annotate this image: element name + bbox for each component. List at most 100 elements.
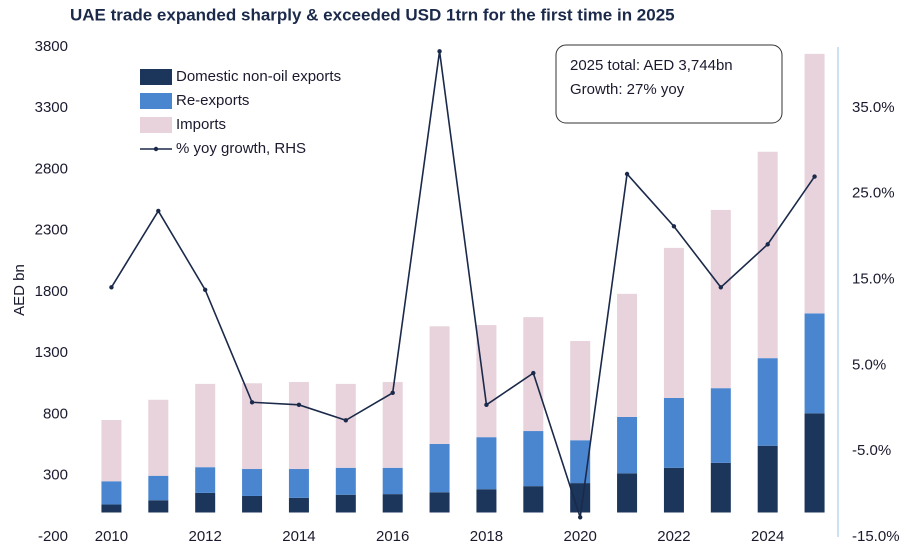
- bar-segment: [288, 469, 309, 498]
- growth-point: [718, 285, 724, 290]
- bar-segment: [476, 437, 497, 490]
- x-tick-label: 2016: [376, 528, 409, 545]
- bar-segment: [757, 358, 778, 446]
- bar-segment: [335, 383, 356, 468]
- bar-segment: [382, 467, 403, 495]
- bar-segment: [617, 473, 638, 513]
- x-tick-label: 2012: [189, 528, 222, 545]
- x-tick-label: 2018: [470, 528, 503, 545]
- y2-tick-label: 15.0%: [852, 271, 895, 288]
- bar-segment: [429, 492, 450, 513]
- growth-point: [577, 515, 583, 520]
- annotation-box: [555, 44, 783, 124]
- growth-point: [765, 242, 770, 247]
- bar-segment: [757, 151, 778, 359]
- growth-point: [109, 285, 114, 290]
- y2-tick-label: 25.0%: [852, 185, 895, 202]
- x-tick-label: 2022: [657, 528, 690, 545]
- bar-segment: [429, 326, 450, 444]
- bar-segment: [101, 504, 122, 513]
- legend-swatch: [140, 117, 172, 133]
- y-tick-label: -200: [38, 528, 68, 545]
- legend-label: Imports: [176, 116, 226, 133]
- bar-segment: [195, 383, 216, 468]
- growth-point: [437, 49, 442, 54]
- bar-segment: [148, 475, 169, 501]
- x-tick-label: 2024: [751, 528, 784, 545]
- bar-segment: [570, 483, 591, 513]
- bar-segment: [757, 445, 778, 513]
- bar-segment: [195, 467, 216, 493]
- bar-segment: [476, 489, 497, 513]
- bar-segment: [570, 341, 591, 441]
- legend-label: Domestic non-oil exports: [176, 68, 341, 85]
- bar-segment: [429, 443, 450, 493]
- bar-segment: [288, 382, 309, 470]
- bar-segment: [804, 313, 825, 414]
- bar-segment: [148, 500, 169, 513]
- bar-segment: [523, 486, 544, 513]
- x-tick-label: 2010: [95, 528, 128, 545]
- bar-segment: [476, 325, 497, 438]
- y2-tick-label: 5.0%: [852, 356, 886, 373]
- growth-point: [343, 418, 349, 423]
- growth-point: [249, 400, 255, 405]
- y-tick-label: 1800: [35, 283, 68, 300]
- growth-point: [812, 174, 817, 179]
- bar-segment: [617, 293, 638, 417]
- x-tick-label: 2020: [564, 528, 597, 545]
- bar-segment: [148, 399, 169, 476]
- y-tick-label: 3800: [35, 38, 68, 55]
- y-tick-label: 800: [43, 405, 68, 422]
- bar-segment: [335, 467, 356, 495]
- legend-swatch: [140, 69, 172, 85]
- growth-line: [110, 51, 816, 518]
- bar-segment: [242, 383, 263, 470]
- bar-segment: [101, 481, 122, 505]
- y2-tick-label: -15.0%: [852, 528, 900, 545]
- growth-point: [624, 171, 630, 177]
- annotation-text: Growth: 27% yoy: [570, 81, 685, 98]
- bar-segment: [195, 492, 216, 513]
- growth-point: [296, 402, 302, 408]
- bar-segment: [523, 431, 544, 487]
- chart-title: UAE trade expanded sharply & exceeded US…: [70, 5, 675, 24]
- bar-segment: [288, 497, 309, 513]
- legend-label: % yoy growth, RHS: [176, 140, 306, 157]
- y-tick-label: 2800: [35, 160, 68, 177]
- bar-segment: [242, 469, 263, 496]
- bar-segment: [710, 209, 731, 389]
- bar-segment: [804, 53, 825, 314]
- growth-point: [484, 402, 489, 408]
- bar-segment: [663, 247, 684, 398]
- bar-segment: [617, 416, 638, 474]
- growth-point: [156, 208, 161, 214]
- bar-segment: [663, 467, 684, 513]
- bar-segment: [710, 462, 731, 513]
- bar-segment: [663, 397, 684, 468]
- bar-segment: [101, 420, 122, 482]
- bar-segment: [382, 382, 403, 468]
- bar-segment: [710, 388, 731, 463]
- y-tick-label: 1300: [35, 344, 68, 361]
- x-tick-label: 2014: [282, 528, 315, 545]
- bar-segment: [382, 494, 403, 513]
- growth-point: [671, 224, 677, 229]
- y-tick-label: 300: [43, 467, 68, 484]
- bar-segment: [335, 494, 356, 513]
- bar-segment: [804, 413, 825, 513]
- legend-label: Re-exports: [176, 92, 249, 109]
- bar-segment: [242, 495, 263, 513]
- legend-marker: [153, 146, 159, 152]
- y2-tick-label: -5.0%: [852, 442, 891, 459]
- y-axis-label: AED bn: [11, 264, 28, 316]
- bar-segment: [570, 440, 591, 484]
- growth-point: [202, 287, 208, 293]
- growth-point: [531, 370, 536, 376]
- y2-tick-label: 35.0%: [852, 99, 895, 116]
- annotation-text: 2025 total: AED 3,744bn: [570, 57, 733, 74]
- legend-swatch: [140, 93, 172, 109]
- y-tick-label: 3300: [35, 99, 68, 116]
- growth-point: [390, 390, 395, 396]
